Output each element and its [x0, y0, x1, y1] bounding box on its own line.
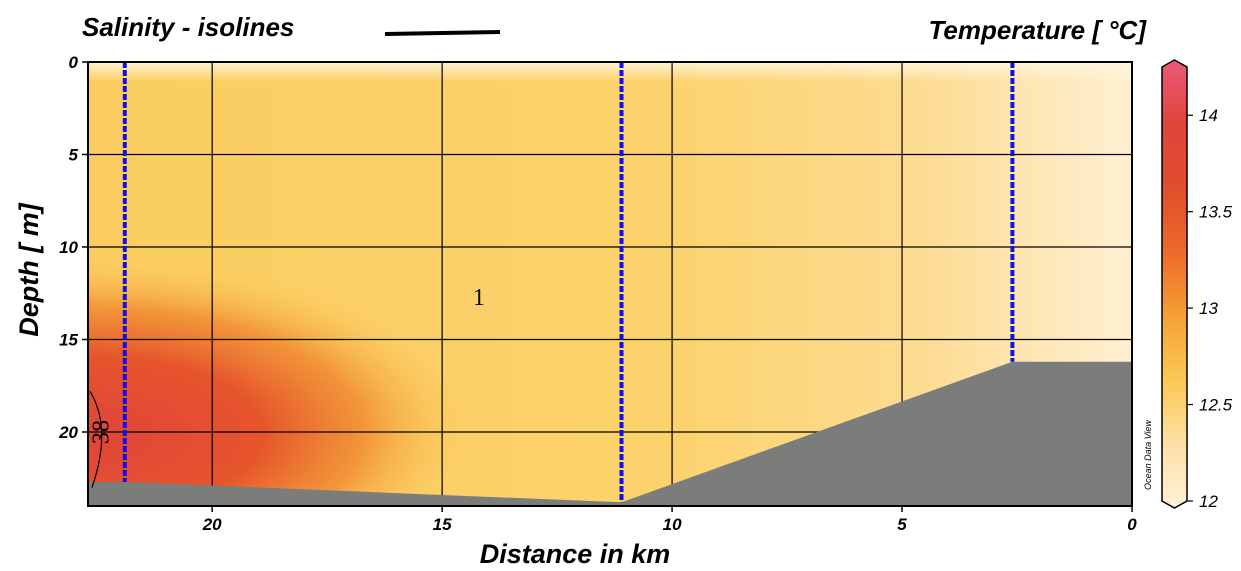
- left-title: Salinity - isolines: [82, 12, 294, 42]
- annotation-label: 1: [473, 285, 485, 311]
- bottom-polygon: [88, 361, 1132, 506]
- isoline-label: 38: [88, 420, 114, 444]
- y-tick-label: 0: [69, 53, 79, 72]
- y-tick-label: 15: [59, 331, 78, 350]
- y-tick-label: 10: [59, 238, 78, 257]
- colorbar-tick-label: 13: [1199, 299, 1218, 318]
- plot-frame: [87, 61, 1133, 507]
- right-title: Temperature [ °C]: [929, 15, 1148, 45]
- field-warm-region: [88, 230, 708, 506]
- x-tick-label: 15: [433, 515, 452, 534]
- stations: [122, 62, 1015, 503]
- salinity-legend-line: [384, 30, 501, 36]
- x-axis-label: Distance in km: [480, 539, 671, 569]
- x-tick-label: 20: [202, 515, 222, 534]
- salinity-isolines: 38: [88, 390, 114, 488]
- y-tick-label: 20: [58, 423, 78, 442]
- isoline-path: [89, 390, 103, 488]
- x-tick-label: 5: [897, 515, 907, 534]
- colorbar-ticks: 12 12.5 13 13.5 14: [1187, 106, 1233, 511]
- bottom-topography: [88, 361, 1132, 506]
- colorbar: [1161, 59, 1188, 509]
- field-surface-layer: [88, 62, 1132, 82]
- annotations: 1: [473, 285, 485, 311]
- colorbar-tick-label: 12: [1199, 492, 1218, 511]
- colorbar-tick-label: 13.5: [1199, 203, 1233, 222]
- y-tick-label: 5: [69, 146, 79, 165]
- y-axis-ticks: 0 5 10 15 20: [58, 53, 88, 442]
- x-axis-ticks: 20 15 10 5 0: [202, 506, 1137, 534]
- x-tick-label: 10: [663, 515, 682, 534]
- watermark: Ocean Data View: [1143, 420, 1153, 490]
- colorbar-tick-label: 12.5: [1199, 396, 1233, 415]
- colorbar-body: [1161, 59, 1188, 509]
- x-tick-label: 0: [1127, 515, 1137, 534]
- colorbar-tick-label: 14: [1199, 106, 1218, 125]
- y-axis-label: Depth [ m]: [14, 202, 44, 336]
